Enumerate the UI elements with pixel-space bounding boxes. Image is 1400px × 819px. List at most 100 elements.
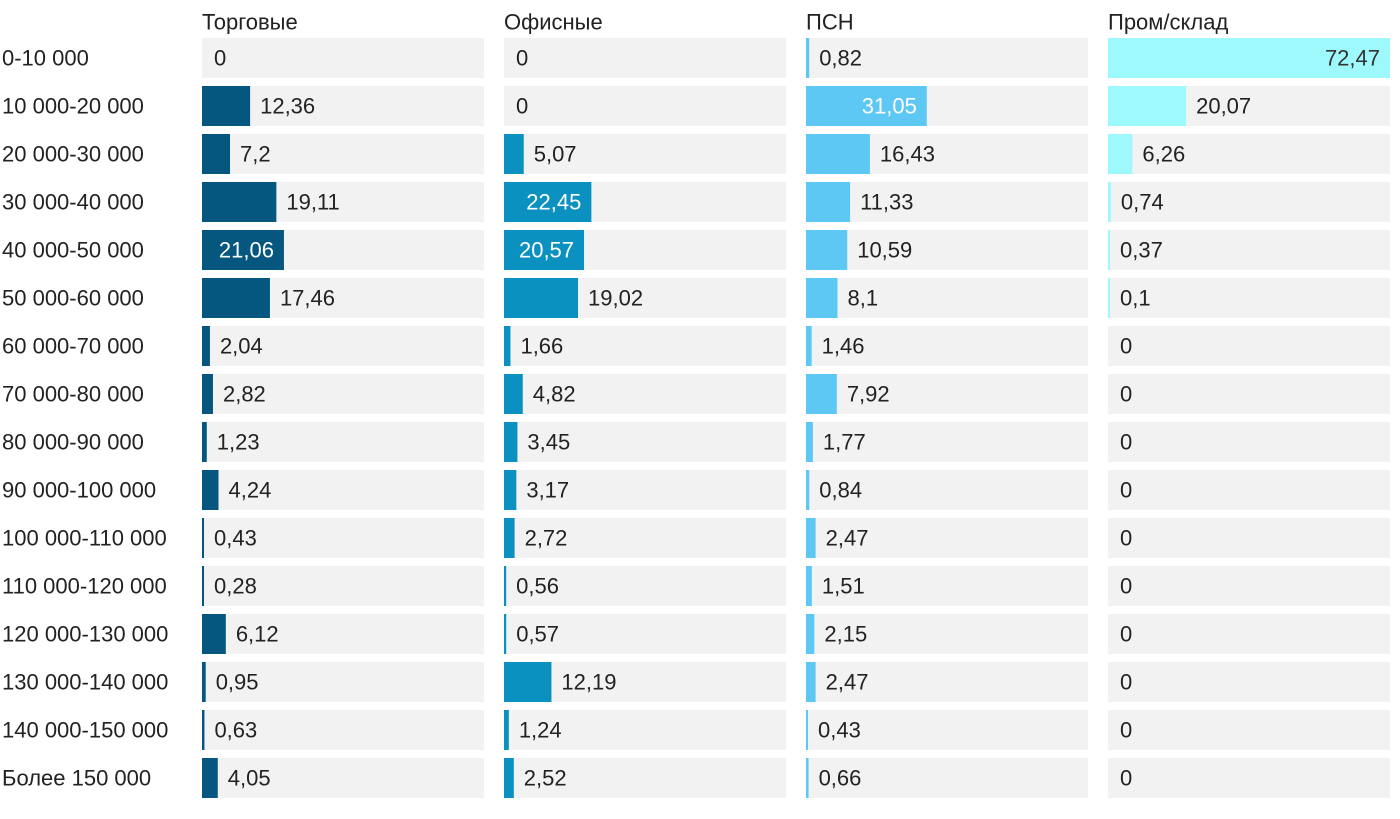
bar-value-label: 0 [1120,526,1132,551]
bar-value-label: 0,1 [1120,286,1151,311]
bar-value-label: 1,46 [822,334,865,359]
bar-track [806,566,1088,606]
bar-track [202,614,484,654]
bar-track [202,662,484,702]
bar-track [202,374,484,414]
bar-track [1108,422,1390,462]
bar-track [806,518,1088,558]
bar [504,662,552,702]
bar-value-label: 20,57 [519,238,574,263]
bar-track [806,422,1088,462]
bar-value-label: 0 [1120,718,1132,743]
bar-value-label: 0,82 [819,46,862,71]
bar-track [504,470,786,510]
bar [806,326,812,366]
bar [202,614,226,654]
bar-track [1108,662,1390,702]
bar-value-label: 0,74 [1121,190,1164,215]
bar-value-label: 2,72 [525,526,568,551]
bar [806,566,812,606]
bar-value-label: 0 [1120,478,1132,503]
bar-track [1108,566,1390,606]
bar-value-label: 16,43 [880,142,935,167]
bar [806,422,813,462]
bar [1108,86,1187,126]
bar-track [202,758,484,798]
bar-track [806,326,1088,366]
bar [806,710,808,750]
bar [202,518,204,558]
category-label: 20 000-30 000 [2,142,144,167]
category-label: 130 000-140 000 [2,670,168,695]
bar-value-label: 1,23 [217,430,260,455]
bar-track [806,614,1088,654]
bar-value-label: 21,06 [219,238,274,263]
bar-value-label: 12,36 [260,94,315,119]
bar-track [202,326,484,366]
bar [504,374,523,414]
bar-track [1108,134,1390,174]
bar-value-label: 0 [1120,766,1132,791]
bar [202,710,205,750]
bar [806,518,816,558]
bar-value-label: 2,82 [223,382,266,407]
bar [202,470,219,510]
category-label: 50 000-60 000 [2,286,144,311]
bar-track [504,614,786,654]
bar [202,326,210,366]
bar-track [504,374,786,414]
series-name: Торговые [202,10,298,35]
bar [806,470,810,510]
bar [806,614,815,654]
bar-value-label: 19,02 [588,286,643,311]
bar-track [1108,326,1390,366]
bar [1108,278,1110,318]
category-label: 120 000-130 000 [2,622,168,647]
bar [202,182,277,222]
bar-track [806,230,1088,270]
bar-track [1108,374,1390,414]
bar-track [504,326,786,366]
bar [504,182,592,222]
bar-track [504,86,786,126]
bar-value-label: 2,52 [524,766,567,791]
bar-track [806,278,1088,318]
bar-value-label: 0,28 [214,574,257,599]
bar [504,758,514,798]
bar-track [1108,518,1390,558]
bar-value-label: 2,47 [826,526,869,551]
series-panel: Пром/склад 72,47 20,07 6,26 0,74 0,37 0,1 0 0 0 0 0… [1108,10,1390,798]
bar-track [1108,182,1390,222]
bar-value-label: 6,12 [236,622,279,647]
bar-value-label: 4,24 [228,478,271,503]
bar-track [806,710,1088,750]
category-label: 40 000-50 000 [2,238,144,263]
bar-value-label: 1,51 [822,574,865,599]
series-name: ПСН [806,10,854,35]
bar-track [504,566,786,606]
category-label: 10 000-20 000 [2,94,144,119]
bar-value-label: 5,07 [534,142,577,167]
bar-value-label: 12,19 [561,670,616,695]
bar-value-label: 4,05 [228,766,271,791]
category-label: 0-10 000 [2,46,89,71]
bar-track [1108,278,1390,318]
series-name: Офисные [504,10,603,35]
bar-track [806,758,1088,798]
bar [504,278,579,318]
bar-value-label: 0,95 [216,670,259,695]
bar-value-label: 22,45 [526,190,581,215]
bar-track [202,566,484,606]
bar-track [504,710,786,750]
bar-track [806,470,1088,510]
bar-value-label: 0,63 [214,718,257,743]
bar-value-label: 19,11 [286,190,339,215]
bar-value-label: 0 [516,94,528,119]
bar [806,38,810,78]
bar [202,662,206,702]
bar-value-label: 1,24 [519,718,562,743]
bar [504,230,585,270]
